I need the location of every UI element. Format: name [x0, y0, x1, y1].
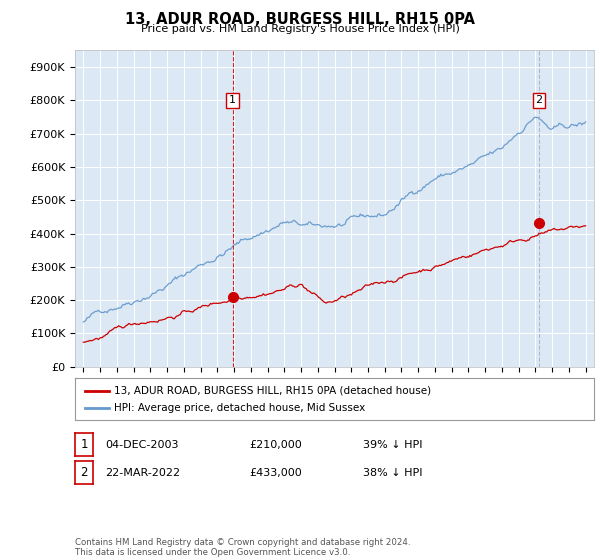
Text: Contains HM Land Registry data © Crown copyright and database right 2024.
This d: Contains HM Land Registry data © Crown c… — [75, 538, 410, 557]
Text: Price paid vs. HM Land Registry's House Price Index (HPI): Price paid vs. HM Land Registry's House … — [140, 24, 460, 34]
Text: 1: 1 — [229, 95, 236, 105]
Text: 2: 2 — [80, 466, 88, 479]
Text: 13, ADUR ROAD, BURGESS HILL, RH15 0PA: 13, ADUR ROAD, BURGESS HILL, RH15 0PA — [125, 12, 475, 27]
Text: 13, ADUR ROAD, BURGESS HILL, RH15 0PA (detached house): 13, ADUR ROAD, BURGESS HILL, RH15 0PA (d… — [114, 386, 431, 395]
Text: £210,000: £210,000 — [249, 440, 302, 450]
Text: 1: 1 — [80, 438, 88, 451]
Text: 38% ↓ HPI: 38% ↓ HPI — [363, 468, 422, 478]
Text: 22-MAR-2022: 22-MAR-2022 — [105, 468, 180, 478]
Text: 39% ↓ HPI: 39% ↓ HPI — [363, 440, 422, 450]
Text: 04-DEC-2003: 04-DEC-2003 — [105, 440, 179, 450]
Text: £433,000: £433,000 — [249, 468, 302, 478]
Text: 2: 2 — [536, 95, 542, 105]
Text: HPI: Average price, detached house, Mid Sussex: HPI: Average price, detached house, Mid … — [114, 403, 365, 413]
